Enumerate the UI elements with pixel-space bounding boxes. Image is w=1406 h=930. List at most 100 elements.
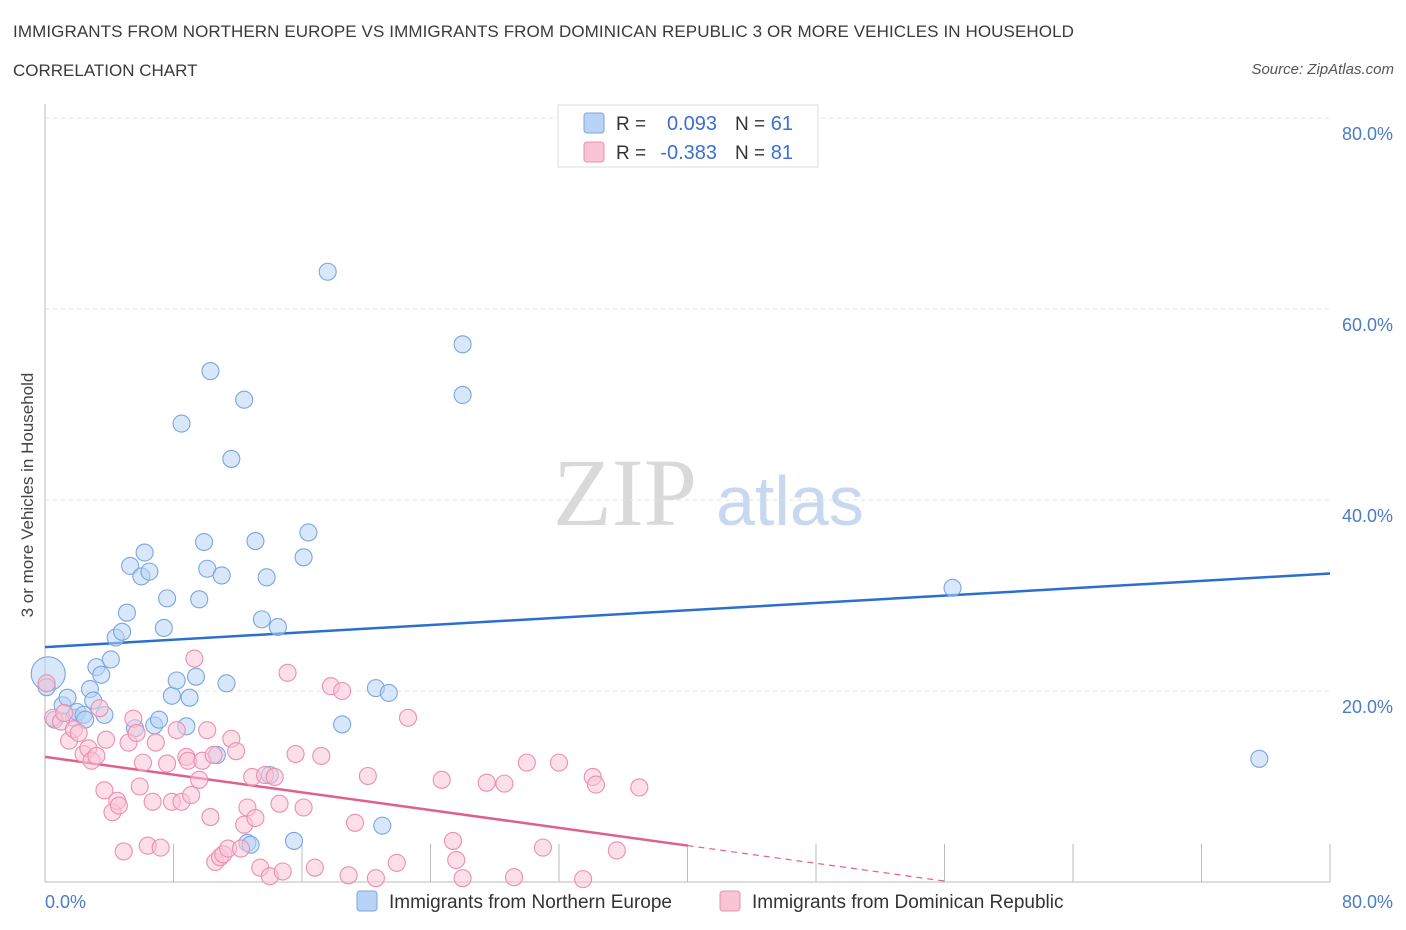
pink-point-76 (504, 868, 524, 887)
blue-point-14 (101, 650, 120, 669)
blue-point-39 (217, 674, 236, 693)
pink-point-0 (37, 674, 56, 693)
blue-point-52 (318, 262, 337, 281)
stats-blue-r-label: R = (616, 114, 646, 135)
series-dominican-republic (37, 649, 649, 889)
pink-point-22 (133, 753, 153, 772)
pink-point-21 (130, 777, 149, 796)
blue-point-28 (167, 671, 186, 690)
pink-point-77 (517, 753, 536, 772)
pink-point-27 (158, 754, 177, 773)
pink-point-29 (167, 721, 186, 740)
y-tick-labels: 20.0% 40.0% 60.0% 80.0% (1342, 124, 1393, 717)
pink-point-84 (630, 778, 649, 797)
blue-point-22 (140, 562, 159, 581)
pink-point-38 (201, 808, 220, 827)
blue-point-55 (373, 816, 392, 835)
blue-point-41 (235, 390, 254, 409)
watermark: ZIP atlas (553, 439, 864, 546)
pink-point-67 (366, 869, 385, 888)
pink-point-79 (549, 753, 569, 772)
legend-label-northern-europe: Immigrants from Northern Europe (389, 892, 672, 913)
pink-point-59 (294, 798, 313, 817)
blue-point-34 (194, 532, 214, 552)
stats-blue-n-value: 61 (771, 113, 793, 135)
blue-point-49 (284, 831, 304, 850)
blue-point-45 (252, 610, 271, 629)
pink-point-11 (90, 699, 109, 718)
chart-source: Source: ZipAtlas.com (1251, 61, 1394, 78)
pink-point-66 (358, 766, 377, 786)
blue-point-58 (453, 385, 472, 405)
pink-point-75 (495, 774, 514, 793)
blue-point-57 (453, 335, 472, 354)
blue-point-21 (135, 543, 154, 562)
blue-point-16 (113, 622, 132, 641)
blue-point-46 (257, 568, 276, 587)
y-tick-label-2: 60.0% (1342, 315, 1393, 335)
blue-point-44 (246, 532, 265, 551)
pink-point-65 (345, 813, 365, 832)
series-northern-europe (30, 262, 1269, 854)
pink-point-50 (246, 808, 265, 828)
pink-point-72 (447, 850, 466, 870)
pink-point-83 (607, 841, 626, 860)
stats-pink-r-value: -0.383 (660, 142, 717, 164)
pink-point-26 (151, 838, 170, 857)
pink-point-37 (198, 721, 217, 740)
blue-point-18 (121, 556, 140, 575)
trend-line-0 (44, 572, 1331, 649)
pink-point-46 (231, 839, 251, 858)
legend: Immigrants from Northern Europe Immigran… (356, 890, 1064, 913)
pink-point-80 (574, 870, 593, 889)
legend-swatch-blue (356, 890, 378, 912)
chart-subtitle: CORRELATION CHART (13, 61, 198, 80)
blue-point-38 (212, 566, 231, 585)
pink-point-71 (443, 831, 463, 850)
pink-point-10 (87, 746, 106, 765)
pink-point-35 (190, 770, 209, 789)
y-tick-label-0: 20.0% (1342, 697, 1393, 717)
pink-point-33 (182, 786, 201, 805)
stats-pink-n-value: 81 (771, 142, 793, 164)
x-tick-min: 0.0% (45, 892, 86, 912)
trend-lines (44, 572, 1331, 882)
pink-point-73 (453, 869, 472, 888)
y-tick-label-1: 40.0% (1342, 506, 1393, 526)
pink-point-25 (146, 733, 165, 752)
pink-point-20 (127, 723, 146, 743)
blue-point-12 (92, 665, 111, 684)
pink-point-12 (95, 781, 114, 800)
pink-point-55 (270, 794, 289, 813)
pink-point-78 (533, 838, 552, 857)
blue-point-59 (943, 578, 962, 597)
watermark-zip: ZIP (553, 439, 697, 546)
blue-point-40 (222, 449, 241, 468)
pink-point-63 (333, 681, 352, 701)
blue-point-26 (158, 589, 177, 608)
pink-point-17 (114, 842, 133, 861)
blue-point-4 (58, 688, 77, 707)
y-axis-label: 3 or more Vehicles in Household (18, 373, 37, 618)
stats-box: R = 0.093 N = 61 R = -0.383 N = 81 (557, 104, 819, 168)
pink-point-82 (586, 775, 605, 794)
watermark-atlas: atlas (716, 462, 864, 540)
pink-point-58 (286, 744, 305, 764)
blue-point-29 (172, 414, 191, 433)
pink-point-60 (305, 858, 324, 877)
pink-point-64 (339, 866, 358, 885)
pink-point-24 (143, 792, 162, 811)
pink-point-3 (55, 703, 74, 723)
blue-point-60 (1250, 749, 1269, 768)
chart-title: IMMIGRANTS FROM NORTHERN EUROPE VS IMMIG… (13, 22, 1075, 41)
blue-point-48 (268, 617, 287, 637)
pink-point-56 (273, 862, 292, 881)
pink-point-70 (432, 770, 451, 789)
legend-label-dominican-republic: Immigrants from Dominican Republic (752, 892, 1064, 913)
blue-point-24 (149, 710, 169, 729)
stats-pink-n-label: N = (735, 143, 765, 164)
pink-point-69 (398, 708, 418, 727)
pink-point-57 (278, 663, 297, 682)
blue-point-36 (201, 362, 220, 381)
